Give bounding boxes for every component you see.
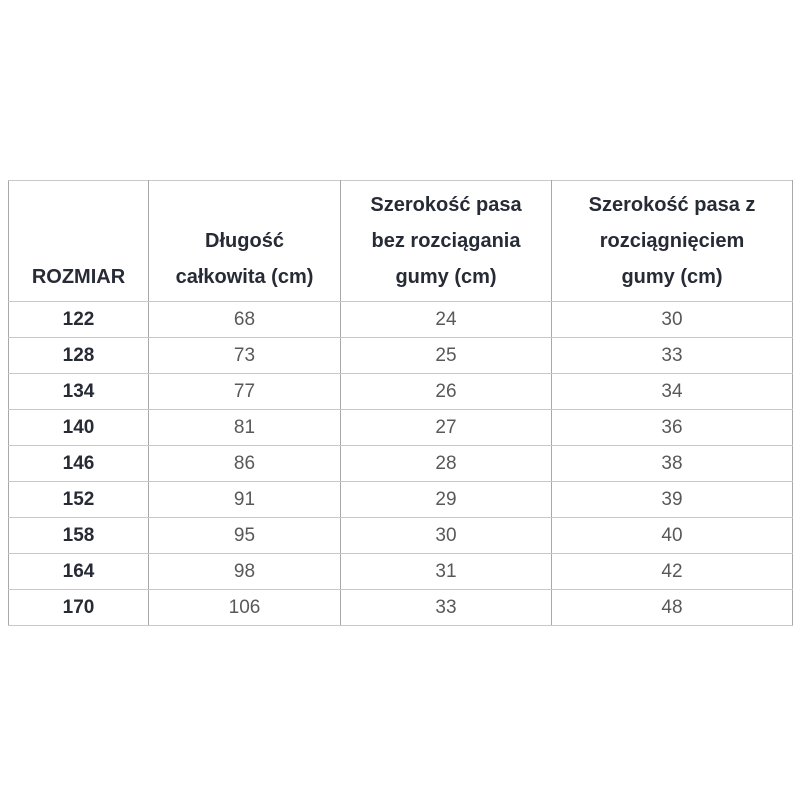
cell-size: 170 — [8, 589, 149, 626]
cell-waist: 28 — [340, 445, 552, 482]
header-szerokosc-pasa-z-rozciagnieciem: Szerokość pasa z rozciągnięciem gumy (cm… — [551, 180, 793, 302]
cell-waist-stretched: 38 — [551, 445, 793, 482]
table-row: 152 91 29 39 — [8, 481, 793, 518]
cell-length: 98 — [148, 553, 341, 590]
table-row: 140 81 27 36 — [8, 409, 793, 446]
cell-size: 158 — [8, 517, 149, 554]
cell-waist-stretched: 48 — [551, 589, 793, 626]
header-dlugosc-calkowita: Długość całkowita (cm) — [148, 180, 341, 302]
cell-waist-stretched: 40 — [551, 517, 793, 554]
cell-size: 164 — [8, 553, 149, 590]
cell-length: 81 — [148, 409, 341, 446]
cell-waist: 33 — [340, 589, 552, 626]
cell-waist: 29 — [340, 481, 552, 518]
cell-waist: 31 — [340, 553, 552, 590]
cell-length: 86 — [148, 445, 341, 482]
table-row: 146 86 28 38 — [8, 445, 793, 482]
cell-size: 122 — [8, 301, 149, 338]
header-szerokosc-pasa-bez-rozciagania: Szerokość pasa bez rozciągania gumy (cm) — [340, 180, 552, 302]
header-row: ROZMIAR Długość całkowita (cm) Szerokość… — [8, 180, 793, 302]
cell-waist-stretched: 36 — [551, 409, 793, 446]
cell-waist-stretched: 33 — [551, 337, 793, 374]
size-chart-table: ROZMIAR Długość całkowita (cm) Szerokość… — [8, 180, 793, 626]
cell-size: 128 — [8, 337, 149, 374]
cell-length: 95 — [148, 517, 341, 554]
table-row: 122 68 24 30 — [8, 301, 793, 338]
cell-waist: 26 — [340, 373, 552, 410]
cell-size: 134 — [8, 373, 149, 410]
cell-waist-stretched: 39 — [551, 481, 793, 518]
cell-size: 152 — [8, 481, 149, 518]
table-row: 170 106 33 48 — [8, 589, 793, 626]
cell-waist: 27 — [340, 409, 552, 446]
cell-length: 106 — [148, 589, 341, 626]
cell-size: 140 — [8, 409, 149, 446]
cell-size: 146 — [8, 445, 149, 482]
table-row: 164 98 31 42 — [8, 553, 793, 590]
cell-waist: 30 — [340, 517, 552, 554]
cell-length: 68 — [148, 301, 341, 338]
header-rozmiar: ROZMIAR — [8, 180, 149, 302]
cell-length: 73 — [148, 337, 341, 374]
cell-waist-stretched: 30 — [551, 301, 793, 338]
cell-waist-stretched: 34 — [551, 373, 793, 410]
cell-waist-stretched: 42 — [551, 553, 793, 590]
table-row: 128 73 25 33 — [8, 337, 793, 374]
cell-length: 77 — [148, 373, 341, 410]
cell-waist: 24 — [340, 301, 552, 338]
cell-waist: 25 — [340, 337, 552, 374]
cell-length: 91 — [148, 481, 341, 518]
table-row: 158 95 30 40 — [8, 517, 793, 554]
table-row: 134 77 26 34 — [8, 373, 793, 410]
